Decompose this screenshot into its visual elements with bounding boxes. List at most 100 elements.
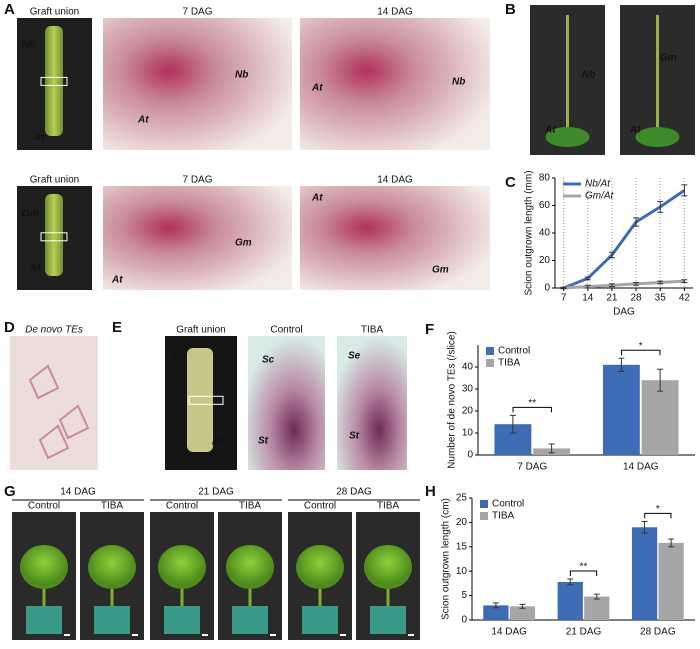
photo-label: St bbox=[258, 436, 269, 447]
y-tick-label: 0 bbox=[467, 450, 473, 461]
significance-label: * bbox=[639, 341, 643, 352]
photo-title: 14 DAG bbox=[377, 175, 413, 186]
x-axis-title: DAG bbox=[613, 307, 635, 318]
graft-box bbox=[40, 232, 68, 242]
scale-bar bbox=[202, 634, 208, 636]
bar bbox=[658, 542, 684, 620]
leaves bbox=[226, 545, 274, 589]
y-tick-label: 20 bbox=[456, 517, 468, 528]
x-tick-label: 7 DAG bbox=[517, 462, 547, 473]
photo-label: At bbox=[311, 83, 323, 94]
photo bbox=[103, 186, 292, 290]
photo-label: At bbox=[29, 263, 41, 274]
photo-label: At bbox=[33, 133, 45, 144]
photo-label: Nb bbox=[452, 77, 465, 88]
graft-box bbox=[40, 76, 68, 86]
legend-swatch bbox=[480, 500, 488, 508]
photo-title: 7 DAG bbox=[182, 7, 212, 18]
y-axis-title: Scion outgrown length (cm) bbox=[441, 498, 452, 620]
rosette bbox=[635, 127, 680, 147]
x-tick-label: 42 bbox=[679, 293, 691, 304]
leaves bbox=[158, 545, 206, 589]
panel-label: G bbox=[4, 483, 16, 500]
x-tick-label: 14 bbox=[582, 293, 594, 304]
panel-label: B bbox=[505, 1, 516, 18]
pot bbox=[164, 606, 200, 634]
legend-swatch bbox=[480, 512, 488, 520]
photo-label: Sc bbox=[262, 355, 275, 366]
scion-stem bbox=[45, 194, 63, 276]
x-tick-label: 28 bbox=[631, 293, 643, 304]
legend-label: Control bbox=[498, 346, 530, 357]
photo-label: At bbox=[137, 115, 149, 126]
bar bbox=[557, 581, 583, 620]
y-axis-title: Number of de novo TEs (/slice) bbox=[447, 331, 458, 469]
group-title: 21 DAG bbox=[198, 487, 234, 498]
panel-label: A bbox=[4, 1, 15, 18]
y-tick-label: 60 bbox=[539, 200, 551, 211]
y-tick-label: 10 bbox=[462, 428, 474, 439]
tracheary-element bbox=[58, 404, 90, 440]
legend-label: TIBA bbox=[498, 358, 521, 369]
pot bbox=[94, 606, 130, 634]
tracheary-element bbox=[38, 424, 70, 460]
x-tick-label: 21 DAG bbox=[566, 627, 602, 638]
y-tick-label: 5 bbox=[461, 590, 467, 601]
panel-label: D bbox=[4, 319, 15, 336]
photo-title: Graft union bbox=[30, 7, 79, 18]
photo-label: St bbox=[349, 431, 360, 442]
scion-stem bbox=[187, 348, 213, 452]
photo-title: TIBA bbox=[361, 325, 384, 336]
legend-label: Nb/At bbox=[585, 179, 611, 190]
photo-label: At bbox=[111, 275, 123, 286]
photo bbox=[300, 186, 490, 290]
photo-title: TIBA bbox=[377, 501, 400, 512]
photo-title: Graft union bbox=[30, 175, 79, 186]
photo-title: TIBA bbox=[239, 501, 262, 512]
panel-label: C bbox=[505, 174, 516, 191]
bar bbox=[631, 527, 658, 620]
photo-label: Se bbox=[348, 351, 361, 362]
photo bbox=[300, 18, 490, 150]
leaves bbox=[364, 545, 412, 589]
leaves bbox=[20, 545, 68, 589]
significance-label: * bbox=[656, 504, 660, 515]
bar bbox=[509, 606, 536, 620]
pot bbox=[232, 606, 268, 634]
significance-label: ** bbox=[580, 562, 588, 573]
photo-label: Nb bbox=[212, 437, 225, 448]
bar bbox=[641, 380, 679, 455]
y-tick-label: 40 bbox=[462, 362, 474, 373]
y-tick-label: 40 bbox=[539, 228, 551, 239]
y-tick-label: 20 bbox=[462, 406, 474, 417]
photo bbox=[10, 336, 98, 470]
group-title: 28 DAG bbox=[336, 487, 372, 498]
bar bbox=[483, 605, 509, 620]
panel-label: E bbox=[112, 319, 122, 336]
photo-label: Nb bbox=[22, 40, 35, 51]
photo-title: 7 DAG bbox=[182, 175, 212, 186]
series-line bbox=[563, 189, 686, 290]
x-tick-label: 7 bbox=[561, 293, 567, 304]
significance-bracket bbox=[621, 349, 661, 356]
y-tick-label: 0 bbox=[544, 283, 550, 294]
y-tick-label: 15 bbox=[456, 541, 468, 552]
bar bbox=[602, 364, 640, 455]
photo-label: At bbox=[311, 193, 323, 204]
legend-swatch bbox=[486, 359, 494, 367]
photo-label: At bbox=[629, 125, 641, 136]
x-tick-label: 14 DAG bbox=[623, 462, 659, 473]
pot bbox=[370, 606, 406, 634]
photo-title: Control bbox=[304, 501, 336, 512]
legend-swatch bbox=[486, 347, 494, 355]
scale-bar bbox=[270, 634, 276, 636]
photo-title: Control bbox=[28, 501, 60, 512]
series-line bbox=[563, 279, 685, 290]
group-title: 14 DAG bbox=[60, 487, 96, 498]
leaves bbox=[296, 545, 344, 589]
scale-bar bbox=[340, 634, 346, 636]
legend-label: Control bbox=[492, 499, 524, 510]
x-tick-label: 35 bbox=[655, 293, 667, 304]
photo-label: Gm bbox=[22, 209, 39, 220]
